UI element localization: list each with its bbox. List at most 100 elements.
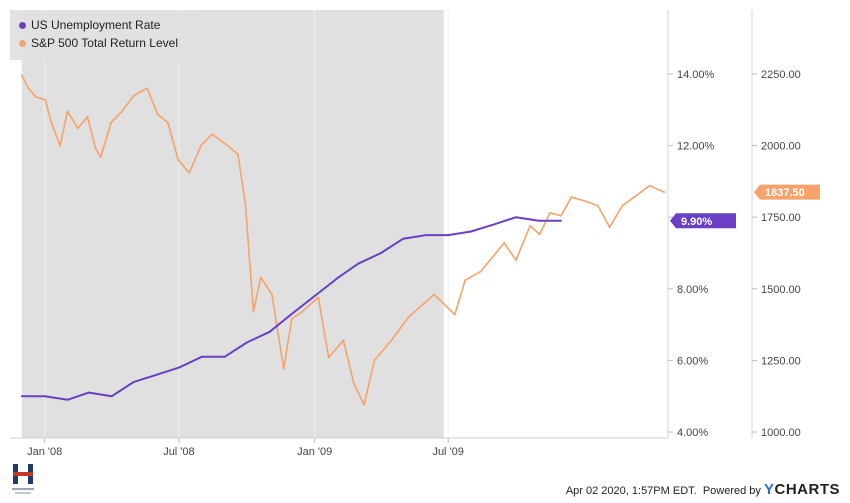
y-left-tick-label: 12.00% bbox=[677, 141, 715, 153]
sp500-point bbox=[76, 127, 79, 130]
chart-footer: Apr 02 2020, 1:57PM EDT. Powered by YCHA… bbox=[566, 481, 840, 498]
legend-label: S&P 500 Total Return Level bbox=[31, 36, 178, 50]
unemployment-point bbox=[538, 219, 540, 222]
sp500-point bbox=[363, 403, 365, 406]
sp500-point bbox=[479, 270, 482, 273]
ycharts-brand[interactable]: YCHARTS bbox=[764, 481, 840, 498]
sp500-point bbox=[244, 201, 247, 204]
sp500-point bbox=[59, 144, 62, 147]
sp500-point bbox=[110, 121, 112, 124]
sp500-point bbox=[433, 293, 436, 296]
unemployment-point bbox=[110, 395, 113, 398]
sp500-point bbox=[373, 359, 376, 362]
sp500-point bbox=[252, 310, 255, 313]
sp500-point bbox=[342, 339, 345, 342]
unemployment-point bbox=[268, 330, 271, 333]
y-right-tick-label: 1750.00 bbox=[761, 212, 801, 224]
sp500-point bbox=[44, 98, 47, 101]
sp500-point bbox=[453, 313, 456, 316]
sp500-point bbox=[259, 276, 262, 279]
legend-label: US Unemployment Rate bbox=[31, 18, 161, 32]
y-left-tick-label: 14.00% bbox=[677, 69, 715, 81]
y-right-tick-label: 2250.00 bbox=[761, 69, 801, 81]
sp500-point bbox=[166, 121, 169, 124]
sp500-point bbox=[27, 87, 30, 90]
y-right-tick-label: 2000.00 bbox=[761, 141, 801, 153]
unemployment-point bbox=[245, 341, 248, 344]
sp500-last-value-badge-text: 1837.50 bbox=[765, 187, 805, 199]
unemployment-point bbox=[402, 237, 405, 240]
sp500-point bbox=[663, 191, 666, 194]
sp500-point bbox=[464, 279, 467, 282]
sp500-point bbox=[327, 356, 330, 359]
sp500-point bbox=[66, 110, 69, 113]
legend-dot-icon bbox=[19, 40, 26, 47]
y-right-tick-label: 1500.00 bbox=[761, 284, 801, 296]
y-right-tick-label: 1000.00 bbox=[761, 427, 801, 439]
powered-by-text: Powered by bbox=[702, 485, 761, 497]
sp500-point bbox=[211, 133, 214, 136]
sp500-point bbox=[20, 74, 23, 77]
sp500-last-value-badge bbox=[754, 184, 820, 200]
sp500-point bbox=[633, 196, 635, 199]
sp500-point bbox=[585, 200, 588, 203]
x-tick-label: Jul '08 bbox=[163, 446, 194, 458]
sp500-point bbox=[529, 224, 531, 227]
sp500-point bbox=[146, 87, 149, 90]
brand-y: Y bbox=[763, 481, 775, 498]
sp500-point bbox=[407, 316, 410, 319]
unemployment-point bbox=[447, 234, 450, 237]
unemployment-point bbox=[290, 312, 293, 315]
x-tick-label: Jan '09 bbox=[297, 446, 332, 458]
unemployment-point bbox=[357, 262, 360, 265]
sp500-point bbox=[34, 96, 37, 98]
sp500-point bbox=[290, 317, 293, 320]
brand-rest: CHARTS bbox=[774, 481, 840, 498]
unemployment-point bbox=[43, 395, 46, 398]
sp500-point bbox=[86, 116, 89, 118]
recession-shading bbox=[21, 10, 444, 438]
unemployment-point bbox=[20, 395, 23, 398]
sp500-point bbox=[133, 94, 135, 97]
sp500-point bbox=[301, 310, 304, 313]
unemployment-point bbox=[155, 373, 158, 376]
unemployment-point bbox=[470, 230, 472, 233]
sp500-point bbox=[270, 293, 273, 296]
unemployment-point bbox=[560, 219, 562, 222]
sp500-point bbox=[549, 212, 551, 214]
unemployment-point bbox=[200, 355, 203, 358]
unemployment-point bbox=[493, 223, 495, 226]
y-left-tick-label: 6.00% bbox=[677, 355, 708, 367]
unemployment-last-value-badge-text: 9.90% bbox=[681, 216, 712, 228]
timestamp-text: Apr 02 2020, 1:57PM EDT. bbox=[565, 485, 697, 497]
y-left-tick-label: 4.00% bbox=[677, 427, 708, 439]
sp500-point bbox=[94, 147, 97, 150]
sp500-point bbox=[121, 110, 124, 113]
sp500-point bbox=[570, 196, 573, 199]
sp500-point bbox=[226, 144, 229, 147]
sp500-point bbox=[317, 296, 320, 299]
y-right-tick-label: 1250.00 bbox=[761, 355, 801, 367]
unemployment-point bbox=[425, 234, 427, 237]
sp500-point bbox=[282, 368, 285, 370]
sp500-point bbox=[648, 184, 651, 187]
sp500-point bbox=[621, 204, 624, 207]
x-tick-label: Jul '09 bbox=[432, 446, 463, 458]
x-tick-label: Jan '08 bbox=[27, 446, 62, 458]
sp500-point bbox=[188, 171, 191, 174]
sp500-point bbox=[597, 204, 599, 207]
sp500-point bbox=[560, 214, 562, 217]
sp500-point bbox=[156, 113, 159, 115]
legend-dot-icon bbox=[19, 22, 26, 29]
sp500-point bbox=[515, 259, 517, 262]
unemployment-last-value-badge bbox=[670, 213, 736, 229]
unemployment-point bbox=[66, 398, 69, 401]
unemployment-point bbox=[223, 355, 226, 358]
unemployment-point bbox=[336, 277, 339, 279]
unemployment-point bbox=[178, 366, 180, 369]
unemployment-point bbox=[515, 216, 517, 219]
sp500-point bbox=[50, 121, 53, 124]
sp500-point bbox=[390, 339, 393, 342]
sp500-point bbox=[200, 144, 202, 147]
unemployment-point bbox=[88, 391, 90, 394]
